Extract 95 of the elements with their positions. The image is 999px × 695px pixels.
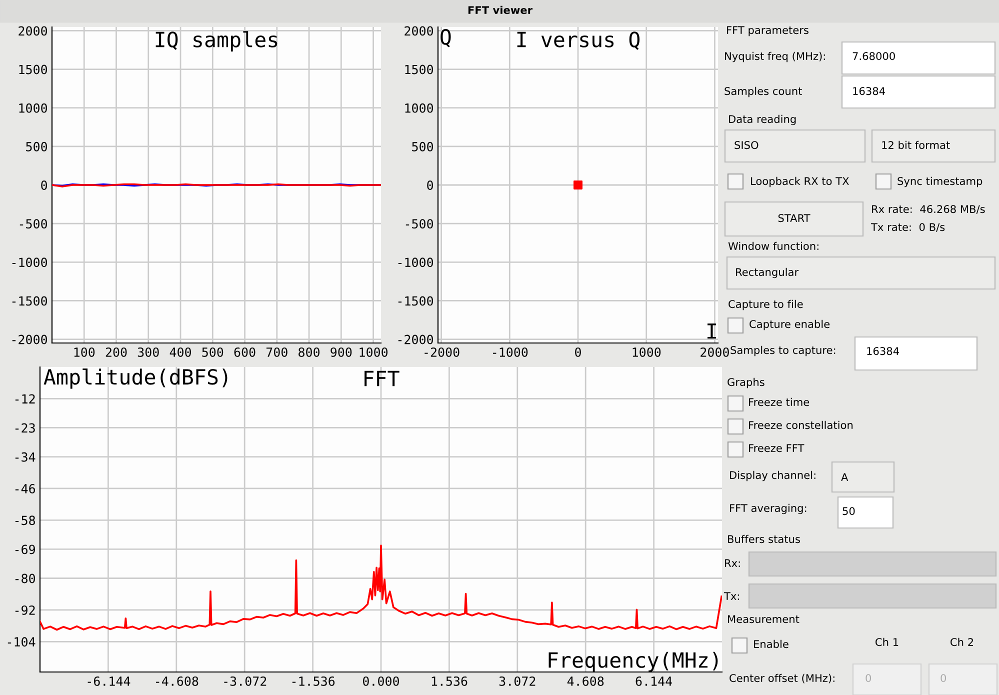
text: 12 bit format	[882, 140, 950, 150]
x-tick-label: 3.072	[499, 676, 536, 686]
text: Display channel:	[730, 470, 816, 482]
text: FFT viewer	[468, 6, 533, 14]
y-tick-label: 0	[427, 180, 434, 190]
text: Loopback RX to TX	[751, 176, 849, 188]
text: Ch 1	[876, 638, 898, 646]
x-tick-label: 200	[106, 347, 127, 357]
text: Samples count	[724, 86, 802, 98]
y-tick-label: -1000	[398, 258, 434, 268]
y-tick-label: -92	[15, 605, 35, 615]
x-tick-label: -4.608	[156, 676, 198, 686]
x-tick-label: 0.000	[363, 676, 400, 686]
x-tick-label: -6.144	[88, 676, 130, 686]
y-tick-label: 1000	[19, 103, 48, 113]
text: Samples to capture:	[730, 346, 836, 356]
y-tick-label: -2000	[12, 334, 48, 344]
x-tick-label: 1000	[632, 347, 661, 357]
text: START	[778, 214, 810, 222]
text: Measurement	[728, 615, 800, 624]
y-tick-label: -2000	[398, 334, 434, 344]
text: Tx:	[724, 592, 740, 600]
text: Freeze FFT	[749, 444, 804, 452]
text: 7.68000	[852, 52, 895, 60]
text: FFT parameters	[727, 26, 808, 36]
text: Sync timestamp	[898, 176, 982, 188]
text: Rx:	[725, 559, 740, 567]
text: 50	[842, 507, 855, 516]
y-tick-label: -1500	[398, 296, 434, 306]
text: Data reading	[729, 114, 796, 126]
x-tick-label: 600	[234, 347, 256, 357]
text: A	[841, 473, 848, 481]
y-tick-label: -500	[20, 219, 48, 229]
x-tick-label: 400	[170, 347, 191, 357]
y-axis-title: Q	[440, 29, 451, 48]
x-tick-label: -1000	[493, 347, 528, 357]
text: Tx rate: 0 B/s	[870, 223, 945, 232]
chart-title: FFT	[364, 370, 400, 386]
y-tick-label: -80	[15, 574, 36, 584]
x-tick-label: 300	[138, 347, 159, 357]
text: Capture to file	[728, 300, 803, 310]
text: 16384	[867, 347, 899, 356]
y-tick-label: -104	[8, 637, 36, 647]
x-tick-label: 900	[330, 347, 352, 357]
text: Rectangular	[736, 268, 799, 278]
x-tick-label: 700	[266, 347, 288, 357]
y-tick-label: 1500	[405, 64, 434, 74]
y-tick-label: 2000	[404, 26, 434, 36]
text: Window function:	[728, 242, 818, 250]
text: Nyquist freq (MHz):	[725, 52, 825, 62]
y-tick-label: -1500	[12, 296, 48, 306]
x-tick-label: 100	[74, 347, 95, 357]
y-tick-label: -500	[406, 219, 434, 229]
y-tick-label: 2000	[18, 26, 48, 36]
x-tick-label: 2000	[700, 347, 729, 357]
text: SISO	[734, 141, 758, 150]
text: Freeze constellation	[749, 420, 853, 430]
x-tick-label: 1000	[360, 347, 388, 357]
x-axis-title: Frequency(MHz)	[548, 652, 718, 672]
y-tick-label: -58	[15, 516, 36, 526]
x-tick-label: 500	[202, 347, 224, 357]
line-series	[40, 544, 722, 631]
chart-title: IQ samples	[156, 31, 278, 52]
x-tick-label: 800	[298, 347, 320, 357]
y-axis-title: Amplitude(dBFS)	[44, 368, 228, 389]
x-tick-label: 0	[575, 347, 581, 357]
chart-title: I versus Q	[517, 32, 640, 50]
x-axis-title: I	[708, 323, 716, 339]
text: Buffers status	[728, 534, 800, 544]
x-tick-label: -2000	[424, 347, 460, 357]
y-tick-label: -12	[15, 394, 35, 404]
x-tick-label: 4.608	[567, 676, 604, 686]
y-tick-label: -1000	[12, 258, 48, 268]
y-tick-label: 1000	[405, 103, 434, 113]
text: Freeze time	[749, 398, 810, 406]
y-tick-label: 0	[41, 180, 48, 190]
x-tick-label: -3.072	[224, 676, 266, 686]
text: FFT averaging:	[730, 504, 806, 514]
y-tick-label: 500	[412, 142, 434, 152]
x-tick-label: -1.536	[292, 676, 335, 686]
text: Center offset (MHz):	[730, 674, 834, 684]
y-tick-label: -34	[15, 452, 36, 462]
y-tick-label: 1500	[19, 64, 48, 74]
text: Ch 2	[950, 638, 974, 646]
y-tick-label: -23	[15, 423, 35, 433]
text: Graphs	[728, 378, 764, 388]
text: 16384	[853, 87, 885, 96]
text: Enable	[754, 640, 788, 648]
text: Rx rate: 46.268 MB/s	[872, 205, 985, 214]
y-tick-label: -46	[15, 484, 36, 494]
text: Capture enable	[750, 320, 830, 330]
y-tick-label: 500	[26, 142, 48, 152]
x-tick-label: 1.536	[432, 676, 468, 686]
y-tick-label: -69	[15, 544, 35, 554]
x-tick-label: 6.144	[636, 676, 672, 686]
